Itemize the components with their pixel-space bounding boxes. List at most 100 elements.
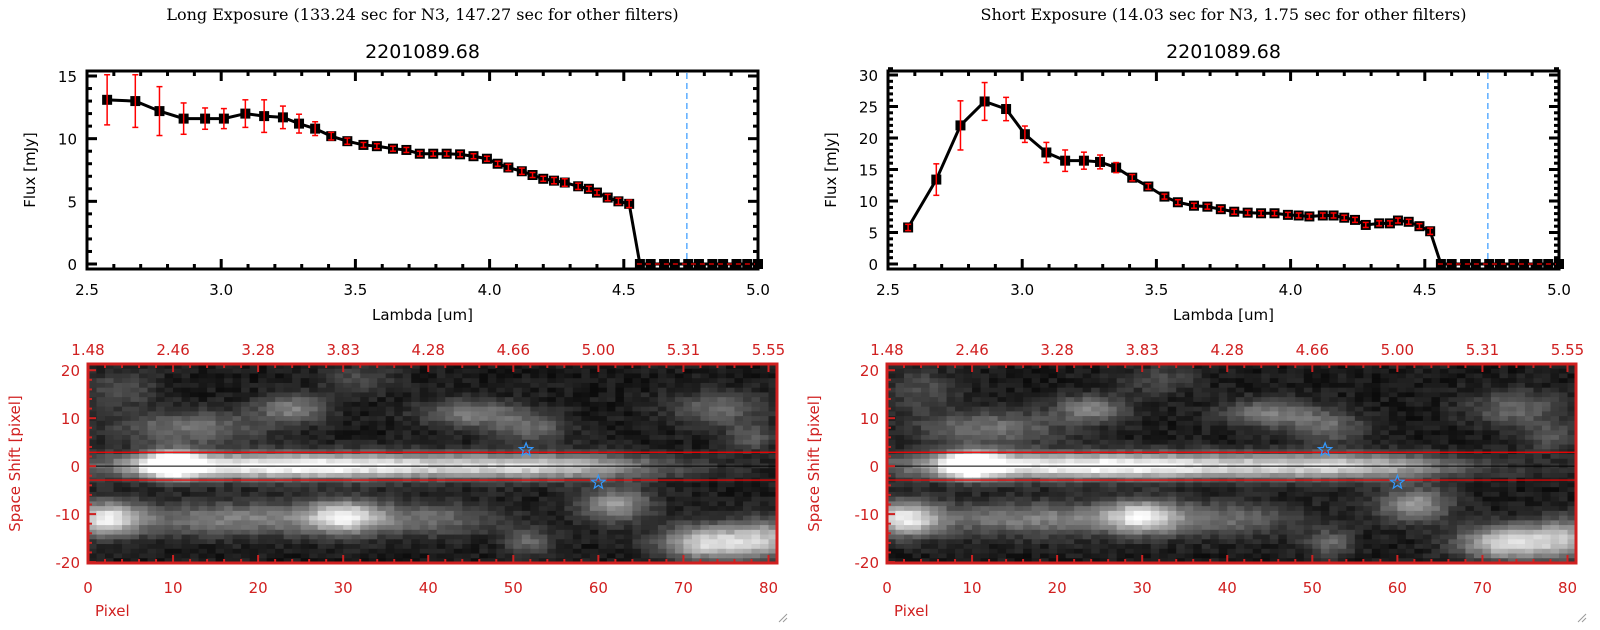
- image-pixel: [275, 420, 285, 427]
- image-pixel: [683, 392, 693, 398]
- image-pixel: [904, 373, 914, 379]
- image-pixel: [734, 520, 744, 526]
- image-pixel: [394, 510, 404, 517]
- image-pixel: [462, 373, 472, 379]
- image-pixel: [368, 406, 378, 412]
- image-pixel: [1354, 373, 1364, 379]
- image-pixel: [1184, 406, 1194, 412]
- image-pixel: [751, 515, 761, 521]
- image-pixel: [496, 553, 506, 559]
- image-pixel: [632, 525, 642, 531]
- image-pixel: [258, 520, 268, 526]
- image-pixel: [615, 401, 625, 408]
- x-tick-label: 10: [164, 579, 183, 597]
- image-pixel: [309, 392, 319, 398]
- image-pixel: [411, 539, 421, 545]
- image-pixel: [1320, 364, 1330, 370]
- image-pixel: [487, 487, 497, 493]
- image-pixel: [513, 548, 523, 555]
- image-pixel: [479, 430, 489, 436]
- image-pixel: [887, 373, 897, 379]
- image-pixel: [334, 472, 344, 479]
- image-pixel: [725, 430, 735, 436]
- image-pixel: [164, 501, 174, 507]
- image-pixel: [411, 382, 421, 389]
- image-pixel: [759, 411, 769, 417]
- image-pixel: [708, 472, 718, 479]
- image-pixel: [300, 364, 310, 370]
- image-pixel: [538, 529, 548, 536]
- image-pixel: [1108, 406, 1118, 412]
- image-pixel: [1065, 392, 1075, 398]
- image-pixel: [640, 496, 650, 502]
- image-pixel: [470, 435, 480, 441]
- image-pixel: [258, 364, 268, 370]
- image-pixel: [334, 529, 344, 536]
- image-pixel: [266, 416, 276, 422]
- image-pixel: [1167, 392, 1177, 398]
- image-pixel: [1363, 368, 1373, 374]
- image-pixel: [428, 430, 438, 436]
- image-pixel: [139, 444, 149, 450]
- image-pixel: [292, 411, 302, 417]
- image-pixel: [88, 368, 98, 374]
- image-pixel: [513, 387, 523, 393]
- image-pixel: [428, 392, 438, 398]
- image-pixel: [394, 491, 404, 498]
- image-pixel: [598, 420, 608, 427]
- image-pixel: [156, 510, 166, 517]
- image-pixel: [300, 491, 310, 498]
- image-pixel: [164, 520, 174, 526]
- image-pixel: [343, 420, 353, 427]
- image-pixel: [1167, 382, 1177, 389]
- image-pixel: [742, 416, 752, 422]
- image-pixel: [581, 364, 591, 370]
- image-pixel: [232, 387, 242, 393]
- image-pixel: [292, 529, 302, 536]
- resize-grip-icon[interactable]: [778, 613, 788, 623]
- image-pixel: [649, 529, 659, 536]
- image-pixel: [598, 539, 608, 545]
- image-pixel: [1337, 411, 1347, 417]
- image-pixel: [725, 411, 735, 417]
- image-pixel: [139, 364, 149, 370]
- image-pixel: [147, 401, 157, 408]
- image-pixel: [513, 520, 523, 526]
- image-pixel: [997, 392, 1007, 398]
- image-pixel: [513, 544, 523, 550]
- image-pixel: [343, 558, 353, 564]
- image-pixel: [436, 468, 446, 474]
- image-pixel: [1431, 392, 1441, 398]
- image-pixel: [309, 496, 319, 502]
- image-pixel: [1448, 368, 1458, 374]
- image-pixel: [649, 373, 659, 379]
- image-pixel: [428, 468, 438, 474]
- image-pixel: [130, 496, 140, 502]
- image-pixel: [1380, 392, 1390, 398]
- image-pixel: [198, 382, 208, 389]
- image-pixel: [173, 406, 183, 412]
- image-pixel: [411, 558, 421, 564]
- image-pixel: [521, 472, 531, 479]
- image-pixel: [640, 491, 650, 498]
- image-pixel: [224, 416, 234, 422]
- image-pixel: [1405, 401, 1415, 408]
- image-pixel: [989, 397, 999, 403]
- image-pixel: [1363, 406, 1373, 412]
- image-pixel: [513, 515, 523, 521]
- image-pixel: [300, 435, 310, 441]
- image-pixel: [691, 472, 701, 479]
- image-pixel: [139, 401, 149, 408]
- image-pixel: [96, 425, 106, 431]
- image-pixel: [258, 439, 268, 446]
- image-pixel: [632, 411, 642, 417]
- image-pixel: [411, 444, 421, 450]
- image-pixel: [292, 534, 302, 540]
- image-pixel: [717, 401, 727, 408]
- image-pixel: [411, 548, 421, 555]
- image-pixel: [1023, 368, 1033, 374]
- image-pixel: [292, 553, 302, 559]
- image-pixel: [1218, 364, 1228, 370]
- image-pixel: [725, 406, 735, 412]
- image-pixel: [326, 496, 336, 502]
